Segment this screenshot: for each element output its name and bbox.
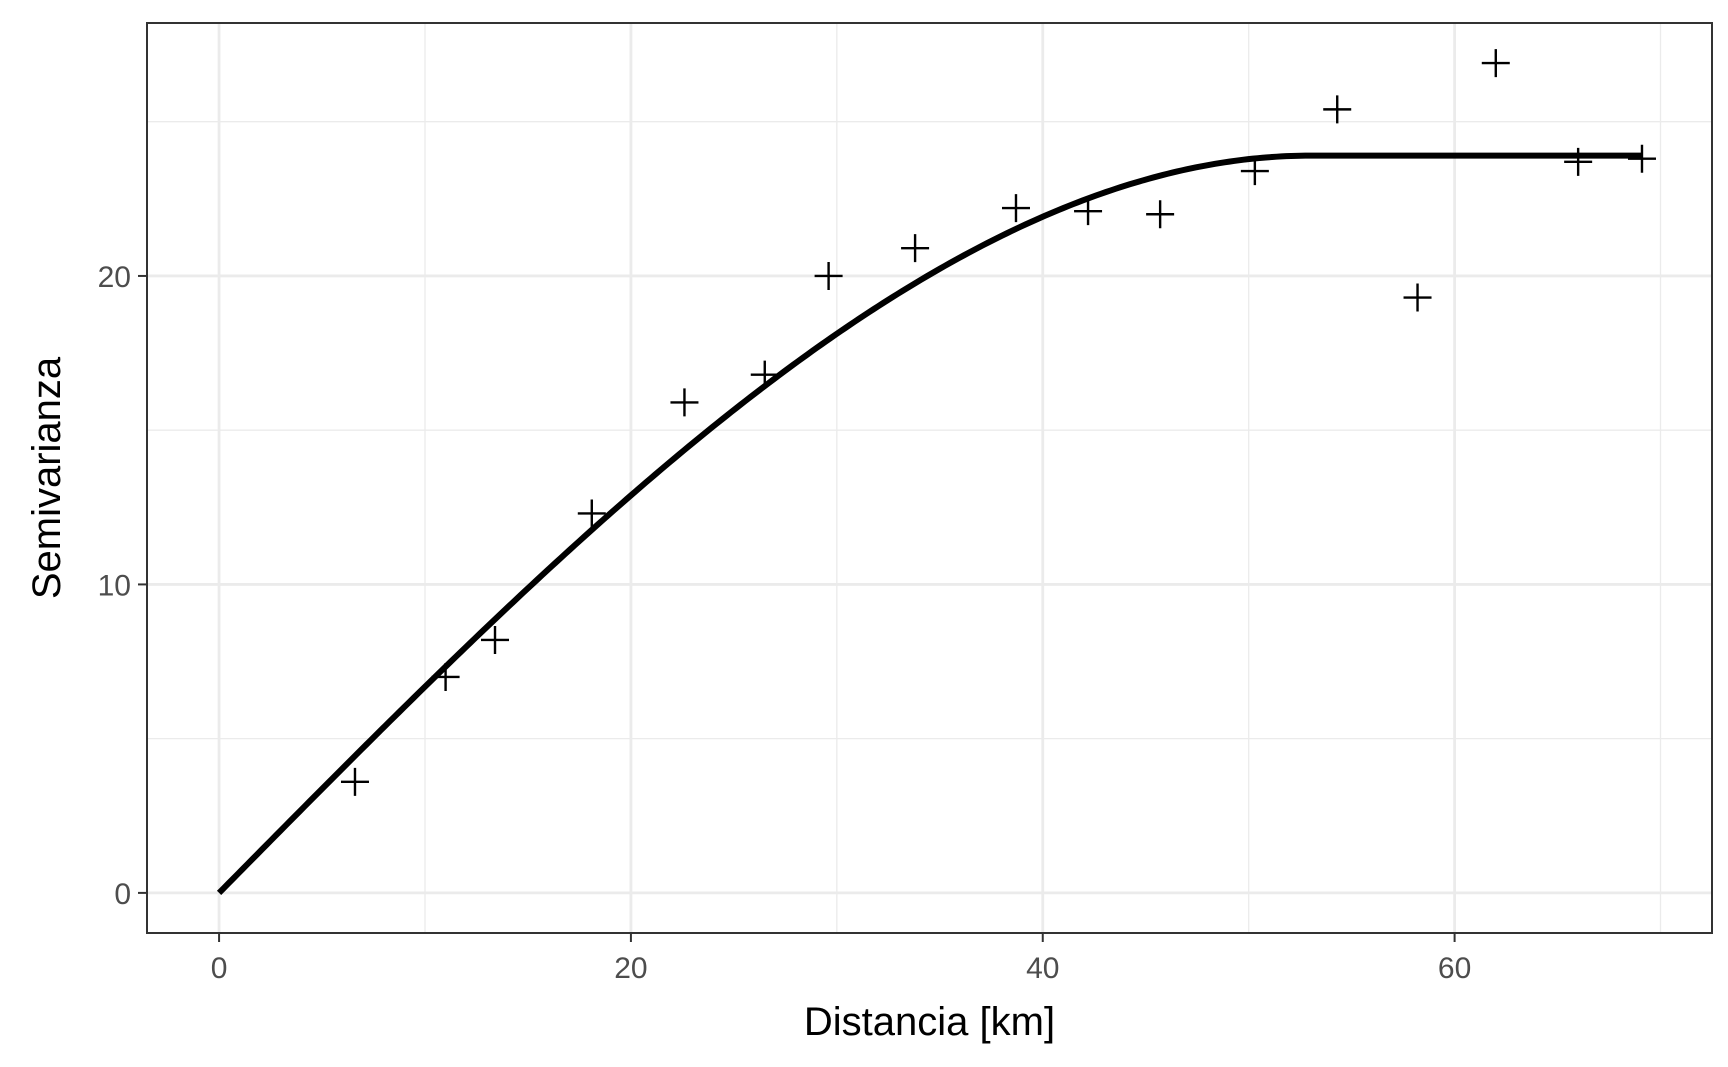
fitted-model bbox=[216, 152, 1642, 896]
data-point bbox=[901, 234, 930, 263]
data-point bbox=[577, 499, 606, 528]
data-point bbox=[1074, 197, 1103, 226]
data-point bbox=[1146, 200, 1175, 229]
panel-border bbox=[146, 22, 1713, 934]
data-point bbox=[750, 360, 779, 389]
x-axis: 0 20 40 60 bbox=[211, 933, 1471, 985]
x-tick-label: 0 bbox=[211, 952, 228, 985]
y-tick-label: 10 bbox=[98, 569, 131, 602]
y-axis-title: Semivarianza bbox=[25, 356, 69, 599]
x-tick-label: 20 bbox=[614, 952, 647, 985]
x-tick-label: 60 bbox=[1438, 952, 1471, 985]
x-axis-title: Distancia [km] bbox=[804, 1000, 1055, 1044]
data-point bbox=[1240, 157, 1269, 186]
minor-gridlines bbox=[147, 23, 1712, 933]
data-point bbox=[1481, 49, 1510, 78]
data-points bbox=[340, 49, 1656, 796]
data-point bbox=[1001, 194, 1030, 223]
major-gridlines bbox=[147, 23, 1712, 933]
y-axis: 0 10 20 bbox=[98, 261, 147, 911]
data-point bbox=[1323, 95, 1352, 124]
data-point bbox=[340, 767, 369, 796]
y-tick-label: 0 bbox=[114, 878, 131, 911]
data-point bbox=[431, 662, 460, 691]
fitted-curve bbox=[216, 152, 1642, 896]
data-point bbox=[670, 388, 699, 417]
y-tick-label: 20 bbox=[98, 261, 131, 294]
data-point bbox=[1403, 283, 1432, 312]
data-point bbox=[1564, 147, 1593, 176]
data-point bbox=[1627, 144, 1656, 173]
data-point bbox=[814, 261, 843, 290]
data-point bbox=[481, 625, 510, 654]
x-tick-label: 40 bbox=[1026, 952, 1059, 985]
